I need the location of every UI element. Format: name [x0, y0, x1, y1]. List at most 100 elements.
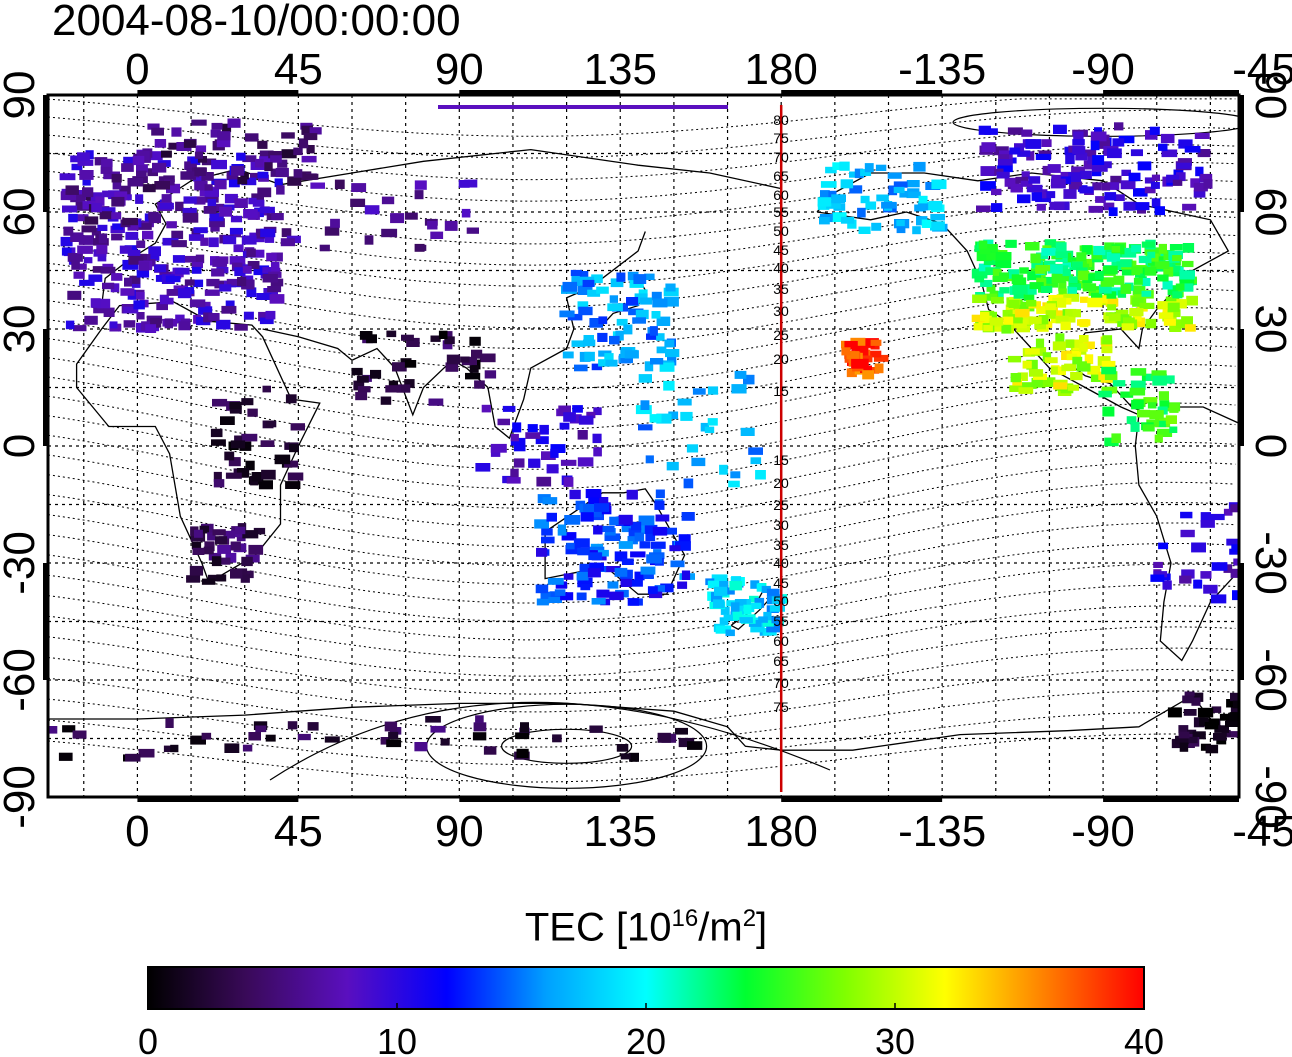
tec-cell	[180, 171, 196, 180]
tec-cell	[122, 217, 138, 226]
tec-cell	[216, 319, 231, 330]
tec-cell	[1167, 302, 1180, 312]
tec-cell	[691, 457, 706, 467]
tec-cell	[1101, 346, 1113, 354]
tec-cell	[593, 497, 609, 505]
tec-cell	[535, 436, 549, 445]
tec-cell	[81, 225, 97, 233]
tec-cell	[712, 581, 729, 588]
tec-cell	[621, 558, 634, 565]
tec-cell	[1104, 192, 1117, 201]
tec-cell	[1084, 341, 1095, 349]
tec-cell	[265, 734, 276, 742]
contour-line	[48, 144, 1236, 202]
tec-cell	[217, 131, 231, 141]
tec-cell	[589, 725, 603, 733]
tec-cell	[1197, 707, 1214, 718]
tec-cell	[729, 581, 743, 591]
tec-cell	[442, 340, 453, 350]
bottom-lon-label: -45	[1232, 807, 1292, 856]
tec-cell	[1107, 182, 1120, 190]
tec-cell	[657, 732, 671, 743]
tec-cell	[520, 722, 529, 733]
contour-label: 15	[773, 452, 789, 468]
tec-cell	[582, 279, 595, 287]
tec-cell	[438, 330, 448, 339]
tec-cell	[1084, 354, 1094, 365]
tec-cell	[1232, 590, 1239, 601]
tec-cell	[1137, 409, 1151, 418]
tec-cell	[589, 318, 603, 328]
tec-cell	[1107, 304, 1117, 311]
tec-cell	[145, 324, 157, 333]
tec-cell	[162, 237, 179, 246]
tec-cell	[1115, 309, 1129, 318]
contour-label: 65	[773, 168, 789, 184]
tec-cell	[1071, 261, 1083, 269]
tec-cell	[980, 311, 990, 322]
tec-cell	[995, 258, 1012, 269]
tec-cell	[585, 489, 602, 499]
tec-cell	[260, 228, 276, 238]
tec-cell	[234, 324, 248, 331]
tec-cell	[225, 552, 237, 563]
tec-cell	[1203, 584, 1218, 594]
contour-line	[48, 584, 1236, 659]
tec-cell	[208, 237, 219, 248]
contour-label: 30	[773, 517, 789, 533]
tec-cell	[639, 541, 651, 549]
tec-cell	[638, 424, 653, 431]
tec-cell	[860, 195, 870, 204]
tec-cell	[594, 503, 609, 512]
tec-cell	[261, 469, 276, 480]
tec-cell	[541, 451, 556, 460]
tec-cell	[1079, 343, 1088, 352]
tec-cell	[1035, 265, 1051, 272]
tec-cell	[479, 353, 496, 363]
tec-cell	[569, 489, 581, 500]
tec-cell	[154, 181, 170, 190]
tec-cell	[241, 398, 254, 406]
tec-cell	[832, 162, 846, 170]
tec-cell	[1123, 317, 1135, 325]
tec-cell	[1081, 245, 1093, 255]
tec-cell	[1095, 196, 1106, 203]
tec-cell	[1181, 569, 1195, 579]
tec-cell	[1117, 290, 1127, 298]
tec-cell	[865, 201, 877, 210]
tec-cell	[1123, 201, 1136, 211]
bottom-lon-label: 90	[435, 807, 484, 856]
tec-cell	[976, 251, 992, 262]
colorbar-tick-label: 0	[138, 1021, 158, 1057]
tec-cell	[1050, 366, 1063, 375]
tec-cell	[1167, 285, 1179, 296]
tec-cell	[70, 194, 86, 203]
tec-cell	[614, 551, 628, 562]
tec-cell	[609, 295, 618, 303]
tec-cell	[817, 203, 830, 210]
top-lon-label: 180	[744, 45, 817, 94]
tec-cell	[713, 599, 725, 609]
tec-cell	[297, 733, 311, 741]
tec-cell	[550, 448, 559, 458]
tec-cell	[1014, 308, 1030, 318]
tec-cell	[133, 300, 145, 310]
tec-cell	[1079, 170, 1092, 179]
tec-cell	[743, 374, 755, 385]
tec-cell	[1121, 169, 1131, 176]
tec-cell	[270, 168, 281, 177]
contour-label: 60	[773, 187, 789, 203]
tec-cell	[991, 188, 1002, 196]
contour-label: 50	[773, 593, 789, 609]
tec-cell	[62, 725, 76, 733]
tec-cell	[984, 128, 998, 135]
tec-cell	[207, 574, 222, 582]
tec-cell	[381, 196, 395, 205]
tec-cell	[58, 752, 73, 761]
tec-cell	[851, 358, 867, 369]
tec-cell	[149, 253, 160, 261]
tec-cell	[77, 152, 90, 161]
tec-cell	[193, 227, 208, 234]
tec-cell	[1147, 402, 1157, 409]
tec-cell	[1158, 391, 1169, 401]
